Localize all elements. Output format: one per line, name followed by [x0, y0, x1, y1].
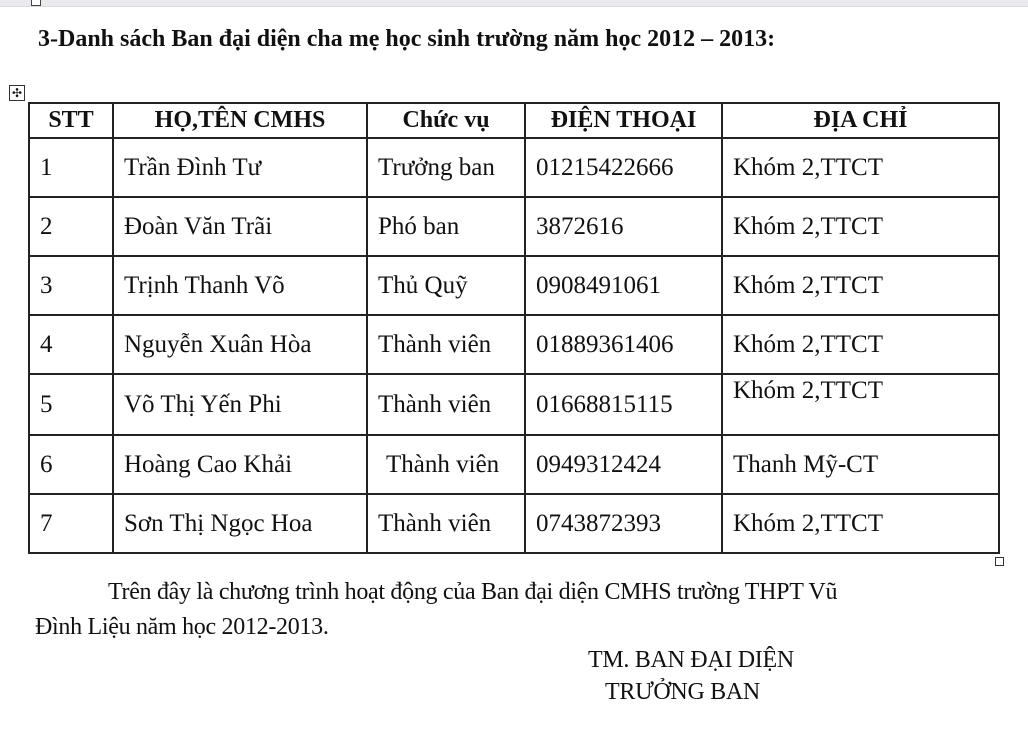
- table-row: 3 Trịnh Thanh Võ Thủ Quỹ 0908491061 Khóm…: [28, 255, 1000, 316]
- cell-name: Đoàn Văn Trãi: [112, 196, 368, 257]
- header-position: Chức vụ: [366, 102, 526, 139]
- cell-position: Phó ban: [366, 196, 526, 257]
- cell-position: Thành viên: [366, 493, 526, 554]
- move-arrows-icon[interactable]: ✣: [9, 85, 25, 101]
- cell-name: Hoàng Cao Khải: [112, 434, 368, 495]
- cell-stt: 3: [28, 255, 114, 316]
- cell-stt: 5: [28, 373, 114, 436]
- cell-name: Sơn Thị Ngọc Hoa: [112, 493, 368, 554]
- header-name: HỌ,TÊN CMHS: [112, 102, 368, 139]
- cell-name: Nguyễn Xuân Hòa: [112, 314, 368, 375]
- cell-phone: 01215422666: [524, 137, 723, 198]
- cell-address: Khóm 2,TTCT: [721, 137, 1000, 198]
- cell-address: Khóm 2,TTCT: [721, 314, 1000, 375]
- resize-handle-icon[interactable]: [995, 557, 1004, 566]
- table-row: 1 Trần Đình Tư Trưởng ban 01215422666 Kh…: [28, 137, 1000, 198]
- signature-title: TM. BAN ĐẠI DIỆN: [588, 647, 794, 673]
- signature-role: TRƯỞNG BAN: [605, 679, 760, 705]
- indent-marker[interactable]: [31, 0, 41, 6]
- table-header-row: STT HỌ,TÊN CMHS Chức vụ ĐIỆN THOẠI ĐỊA C…: [28, 102, 1000, 139]
- cell-stt: 2: [28, 196, 114, 257]
- cell-address: Khóm 2,TTCT: [721, 196, 1000, 257]
- cell-phone: 01889361406: [524, 314, 723, 375]
- section-title: 3-Danh sách Ban đại diện cha mẹ học sinh…: [38, 26, 776, 52]
- cell-phone: 01668815115: [524, 373, 723, 436]
- cell-phone: 3872616: [524, 196, 723, 257]
- cell-stt: 7: [28, 493, 114, 554]
- header-address: ĐỊA CHỈ: [721, 102, 1000, 139]
- header-phone: ĐIỆN THOẠI: [524, 102, 723, 139]
- table-row: 2 Đoàn Văn Trãi Phó ban 3872616 Khóm 2,T…: [28, 196, 1000, 257]
- header-stt: STT: [28, 102, 114, 139]
- table-row: 6 Hoàng Cao Khải Thành viên 0949312424 T…: [28, 434, 1000, 495]
- cell-position: Thủ Quỹ: [366, 255, 526, 316]
- cell-stt: 1: [28, 137, 114, 198]
- cell-name: Trịnh Thanh Võ: [112, 255, 368, 316]
- cell-address: Khóm 2,TTCT: [721, 373, 1000, 436]
- cell-position: Thành viên: [366, 373, 526, 436]
- cell-position: Trưởng ban: [366, 137, 526, 198]
- cell-address: Khóm 2,TTCT: [721, 255, 1000, 316]
- table-row: 7 Sơn Thị Ngọc Hoa Thành viên 0743872393…: [28, 493, 1000, 554]
- cell-phone: 0949312424: [524, 434, 723, 495]
- parents-committee-table: STT HỌ,TÊN CMHS Chức vụ ĐIỆN THOẠI ĐỊA C…: [28, 102, 1000, 554]
- closing-line-2: Đình Liệu năm học 2012-2013.: [35, 614, 329, 640]
- cell-phone: 0908491061: [524, 255, 723, 316]
- cell-address: Khóm 2,TTCT: [721, 493, 1000, 554]
- table-row: 5 Võ Thị Yến Phi Thành viên 01668815115 …: [28, 373, 1000, 436]
- closing-line-1: Trên đây là chương trình hoạt động của B…: [108, 579, 838, 605]
- table-row: 4 Nguyễn Xuân Hòa Thành viên 01889361406…: [28, 314, 1000, 375]
- cell-address: Thanh Mỹ-CT: [721, 434, 1000, 495]
- cell-position: Thành viên: [366, 314, 526, 375]
- cell-position: Thành viên: [366, 434, 526, 495]
- cell-stt: 6: [28, 434, 114, 495]
- cell-phone: 0743872393: [524, 493, 723, 554]
- cell-name: Võ Thị Yến Phi: [112, 373, 368, 436]
- ruler: [0, 0, 1028, 7]
- cell-stt: 4: [28, 314, 114, 375]
- cell-name: Trần Đình Tư: [112, 137, 368, 198]
